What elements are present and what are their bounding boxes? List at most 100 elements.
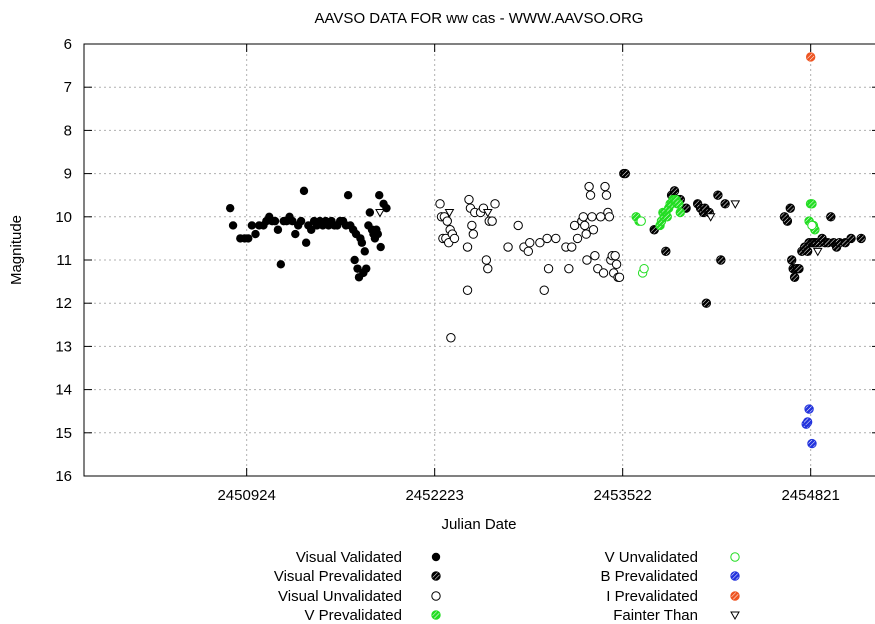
data-point xyxy=(578,212,589,222)
x-tick-label: 2450924 xyxy=(217,487,275,504)
data-point xyxy=(802,246,813,257)
data-point xyxy=(503,242,513,252)
data-point xyxy=(525,238,535,248)
legend-marker xyxy=(431,591,441,601)
data-point xyxy=(551,233,561,244)
data-point xyxy=(569,220,580,231)
legend-label: B Prevalidated xyxy=(600,568,698,585)
legend-label: Visual Unvalidated xyxy=(278,588,402,605)
x-axis-label: Julian Date xyxy=(441,516,516,533)
data-point xyxy=(244,234,253,243)
y-tick-label: 9 xyxy=(64,166,72,183)
data-point xyxy=(580,220,590,231)
data-point xyxy=(856,233,866,244)
y-tick-label: 12 xyxy=(55,295,72,312)
data-point xyxy=(567,242,577,252)
legend-item: Visual Validated xyxy=(296,549,441,566)
data-point xyxy=(604,212,615,222)
legend-marker xyxy=(431,610,441,620)
data-point xyxy=(446,333,456,343)
data-point xyxy=(442,216,452,226)
legend-marker xyxy=(730,591,740,601)
data-point xyxy=(343,191,353,200)
x-tick-label: 2453522 xyxy=(593,487,651,504)
legend-marker xyxy=(730,571,740,581)
data-point xyxy=(376,242,385,252)
data-point xyxy=(270,216,280,226)
data-point xyxy=(588,225,599,235)
y-tick-label: 7 xyxy=(64,79,72,96)
data-point xyxy=(705,213,716,222)
data-point xyxy=(487,216,497,226)
data-point xyxy=(350,255,359,265)
data-point xyxy=(539,285,549,295)
data-point xyxy=(483,263,493,274)
data-point xyxy=(585,190,596,200)
data-point xyxy=(636,216,646,226)
data-points xyxy=(225,52,866,449)
legend: Visual Validated Visual Prevalidated Visua… xyxy=(274,549,740,624)
data-point xyxy=(804,404,814,414)
data-point xyxy=(826,212,836,222)
y-tick-label: 15 xyxy=(55,425,72,442)
chart-title: AAVSO DATA FOR ww cas - WWW.AAVSO.ORG xyxy=(315,10,644,27)
legend-label: Fainter Than xyxy=(613,607,698,624)
series-2 xyxy=(435,181,625,343)
legend-item: Visual Unvalidated xyxy=(278,588,441,605)
data-point xyxy=(785,203,795,213)
x-tick-label: 2454821 xyxy=(781,487,839,504)
axis-ticks: 6 7 8 9 10 11 12 13 14 15 16 2450924 2452223 2453522 2… xyxy=(55,36,875,504)
y-axis-label: Magnitude xyxy=(8,215,25,285)
data-point xyxy=(490,199,500,209)
legend-marker xyxy=(730,552,740,562)
data-point xyxy=(674,199,684,209)
data-point xyxy=(805,52,816,62)
data-point xyxy=(481,255,492,265)
data-point xyxy=(301,238,311,247)
data-point xyxy=(620,168,630,179)
data-point xyxy=(713,190,723,200)
data-point xyxy=(435,199,445,209)
data-point xyxy=(639,263,649,274)
data-point xyxy=(362,264,371,273)
legend-item: I Prevalidated xyxy=(606,588,740,605)
data-point xyxy=(720,199,730,209)
y-tick-label: 11 xyxy=(56,252,72,269)
legend-item: Fainter Than xyxy=(613,607,740,624)
data-point xyxy=(675,207,685,218)
y-tick-label: 16 xyxy=(55,468,72,485)
data-point xyxy=(846,233,856,244)
series-7 xyxy=(375,200,823,257)
data-point xyxy=(273,225,283,234)
data-point xyxy=(357,238,367,247)
data-point xyxy=(542,233,552,244)
data-point xyxy=(662,212,672,222)
data-point xyxy=(564,263,574,274)
data-point xyxy=(807,199,817,209)
data-point xyxy=(572,233,583,244)
legend-item: V Prevalidated xyxy=(304,607,441,624)
data-point xyxy=(288,216,297,226)
y-tick-label: 13 xyxy=(55,338,72,355)
data-point xyxy=(787,255,797,265)
y-tick-label: 8 xyxy=(64,122,72,139)
x-tick-label: 2452223 xyxy=(405,487,463,504)
legend-marker xyxy=(431,571,441,581)
data-point xyxy=(669,186,680,196)
data-point xyxy=(590,250,600,261)
data-point xyxy=(375,208,385,218)
y-tick-label: 6 xyxy=(64,36,72,53)
data-point xyxy=(581,229,591,239)
data-point xyxy=(467,220,477,231)
data-point xyxy=(513,220,523,231)
data-point xyxy=(462,285,473,295)
data-point xyxy=(601,190,612,200)
grid xyxy=(84,43,875,477)
data-point xyxy=(661,246,671,257)
data-point xyxy=(468,229,479,239)
data-point xyxy=(464,194,474,205)
data-point xyxy=(373,229,382,239)
data-point xyxy=(247,221,257,230)
legend-label: V Unvalidated xyxy=(605,549,698,566)
